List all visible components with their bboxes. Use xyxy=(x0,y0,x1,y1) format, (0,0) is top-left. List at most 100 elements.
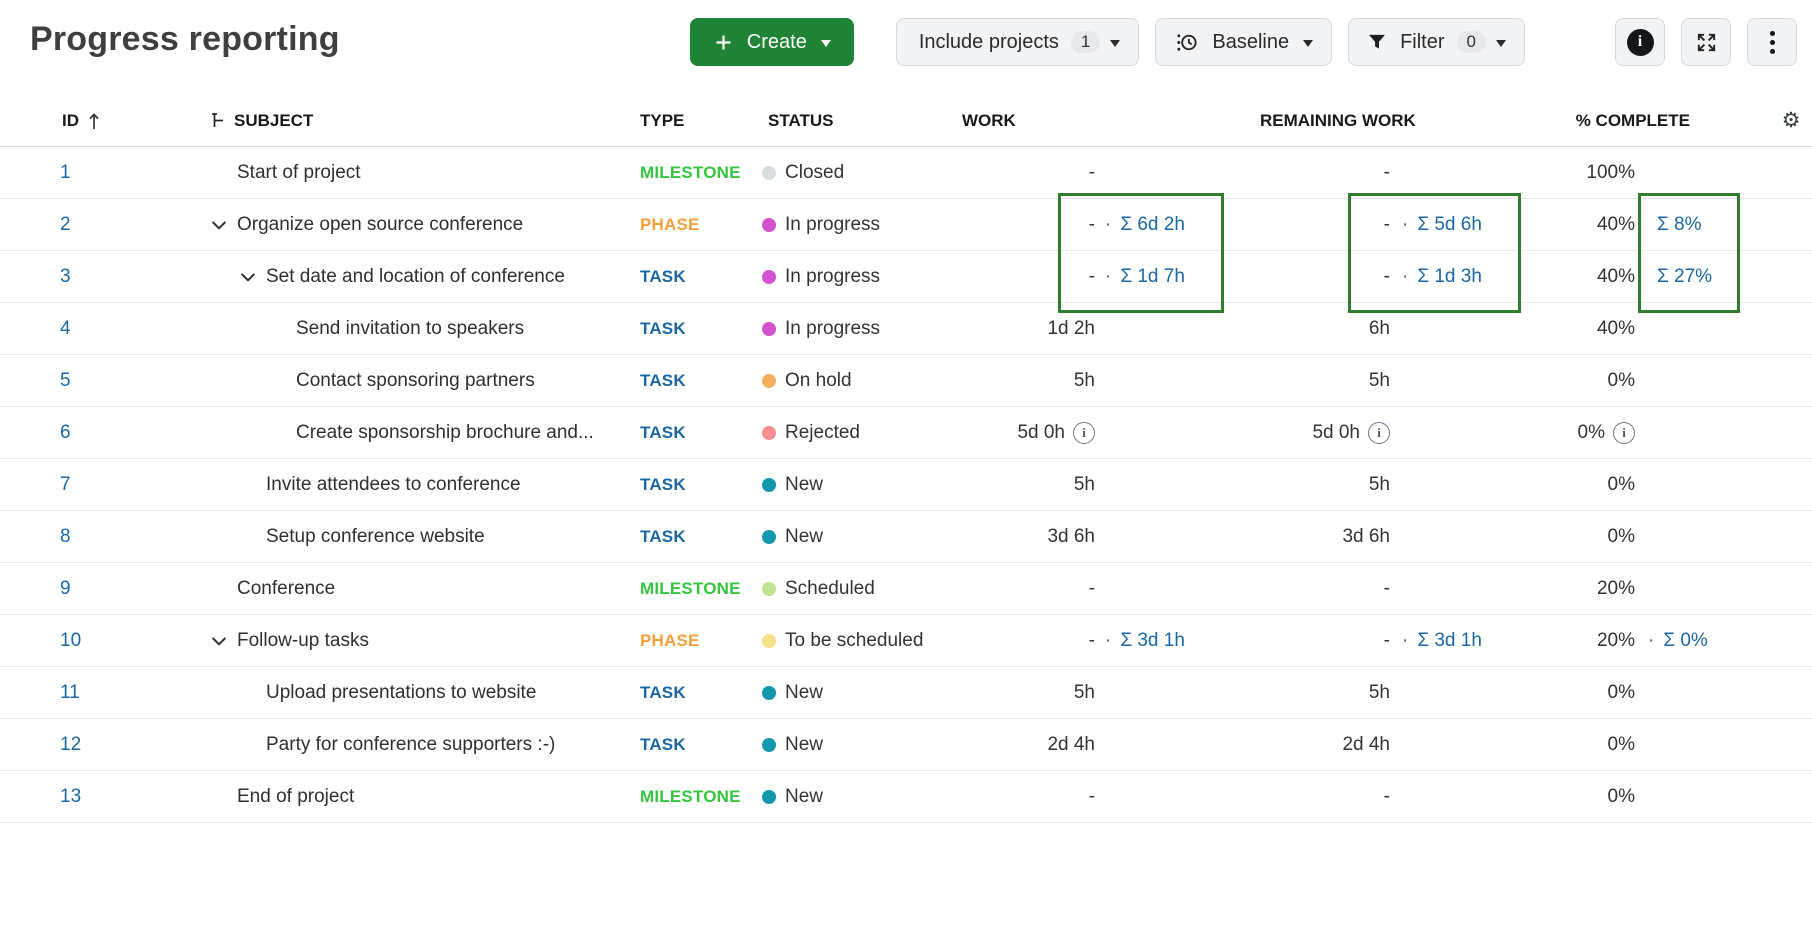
status-text: To be scheduled xyxy=(785,629,924,651)
collapse-chevron-icon[interactable] xyxy=(209,215,229,235)
status-dot-icon xyxy=(762,737,776,752)
filter-button[interactable]: Filter 0 xyxy=(1348,18,1525,66)
work-package-id-link[interactable]: 7 xyxy=(60,473,71,495)
include-projects-label: Include projects xyxy=(918,30,1059,53)
cell-gear-spacer xyxy=(1770,199,1812,250)
info-icon[interactable]: i xyxy=(1368,421,1390,444)
percent-complete-sum-link[interactable]: Σ 8% xyxy=(1657,213,1702,235)
column-header-subject[interactable]: SUBJECT xyxy=(130,111,630,131)
status-text: In progress xyxy=(785,213,881,235)
subject-text: Create sponsorship brochure and... xyxy=(296,421,594,443)
work-sum-link[interactable]: Σ 3d 1h xyxy=(1120,629,1185,651)
cell-remaining-work: 6h xyxy=(1368,317,1390,339)
status-text: In progress xyxy=(785,317,881,339)
work-package-id-link[interactable]: 4 xyxy=(60,317,71,339)
chevron-down-icon xyxy=(1110,39,1121,52)
include-projects-button[interactable]: Include projects 1 xyxy=(895,18,1140,66)
baseline-button[interactable]: Baseline xyxy=(1155,18,1333,66)
work-package-id-link[interactable]: 3 xyxy=(60,265,71,287)
type-label: PHASE xyxy=(640,630,700,650)
type-label: TASK xyxy=(640,370,686,390)
plus-icon xyxy=(713,32,734,53)
work-package-id-link[interactable]: 12 xyxy=(60,733,82,755)
work-package-id-link[interactable]: 10 xyxy=(60,629,82,651)
filter-label: Filter xyxy=(1400,30,1445,53)
remaining-work-sum-link[interactable]: Σ 1d 3h xyxy=(1417,265,1482,287)
cell-work: 5h xyxy=(1073,681,1095,703)
status-text: New xyxy=(785,785,824,807)
info-icon[interactable]: i xyxy=(1073,421,1095,444)
include-projects-count-badge: 1 xyxy=(1070,31,1101,53)
cell-id: 9 xyxy=(30,563,130,614)
table-settings-button[interactable]: ⚙ xyxy=(1770,108,1812,133)
cell-gear-spacer xyxy=(1770,407,1812,458)
work-sum-link[interactable]: Σ 1d 7h xyxy=(1120,265,1185,287)
subject-text: Start of project xyxy=(237,161,361,183)
status-dot-icon xyxy=(762,321,776,336)
column-header-type[interactable]: TYPE xyxy=(640,110,685,130)
cell-gear-spacer xyxy=(1770,511,1812,562)
cell-percent-complete: 0% i xyxy=(1520,407,1770,458)
work-sum-link[interactable]: Σ 6d 2h xyxy=(1120,213,1185,235)
table-row: 4 Send invitation to speakers TASK In pr… xyxy=(0,303,1812,355)
cell-remaining-work: - xyxy=(1383,161,1390,183)
work-package-id-link[interactable]: 2 xyxy=(60,213,71,235)
column-header-percent-complete[interactable]: % COMPLETE xyxy=(1575,110,1690,130)
remaining-work-sum-link[interactable]: Σ 5d 6h xyxy=(1417,213,1482,235)
work-package-id-link[interactable]: 8 xyxy=(60,525,71,547)
work-package-id-link[interactable]: 9 xyxy=(60,577,71,599)
status-dot-icon xyxy=(762,685,776,700)
fullscreen-button[interactable] xyxy=(1681,18,1731,66)
status-text: New xyxy=(785,681,824,703)
cell-work: - xyxy=(1088,577,1095,599)
cell-work: 2d 4h xyxy=(1047,733,1095,755)
table-header-row: ID SUBJECT TYPE STATUS WORK REMAINING WO… xyxy=(0,95,1812,147)
column-header-status[interactable]: STATUS xyxy=(768,110,834,130)
subject-text: Conference xyxy=(237,577,336,599)
subject-text: Follow-up tasks xyxy=(237,629,369,651)
status-dot-icon xyxy=(762,165,776,180)
cell-status: New xyxy=(750,511,940,562)
type-label: TASK xyxy=(640,474,686,494)
cell-work: 5d 0h i xyxy=(940,407,1210,458)
collapse-chevron-icon[interactable] xyxy=(238,267,258,287)
work-package-id-link[interactable]: 5 xyxy=(60,369,71,391)
info-icon[interactable]: i xyxy=(1613,421,1635,444)
work-package-id-link[interactable]: 1 xyxy=(60,161,71,183)
column-header-work[interactable]: WORK xyxy=(962,110,1016,130)
percent-complete-sum-link[interactable]: Σ 0% xyxy=(1663,629,1708,651)
info-button[interactable]: i xyxy=(1615,18,1665,66)
cell-subject: Setup conference website xyxy=(130,511,630,562)
cell-id: 5 xyxy=(30,355,130,406)
cell-remaining-work: 5h xyxy=(1368,369,1390,391)
type-label: PHASE xyxy=(640,214,700,234)
collapse-chevron-icon[interactable] xyxy=(209,631,229,651)
cell-status: On hold xyxy=(750,355,940,406)
subject-text: Send invitation to speakers xyxy=(296,317,525,339)
percent-complete-sum-link[interactable]: Σ 27% xyxy=(1657,265,1713,287)
cell-gear-spacer xyxy=(1770,303,1812,354)
type-label: TASK xyxy=(640,734,686,754)
cell-gear-spacer xyxy=(1770,667,1812,718)
subject-text: End of project xyxy=(237,785,355,807)
status-dot-icon xyxy=(762,633,776,648)
info-icon: i xyxy=(1626,28,1654,56)
cell-id: 6 xyxy=(30,407,130,458)
cell-status: Closed xyxy=(750,147,940,198)
cell-id: 13 xyxy=(30,771,130,822)
work-package-id-link[interactable]: 13 xyxy=(60,785,82,807)
column-header-remaining-work[interactable]: REMAINING WORK xyxy=(1260,110,1416,130)
work-package-id-link[interactable]: 11 xyxy=(60,681,80,703)
cell-status: In progress xyxy=(750,251,940,302)
remaining-work-sum-link[interactable]: Σ 3d 1h xyxy=(1417,629,1482,651)
sort-ascending-icon xyxy=(88,111,100,131)
status-text: Closed xyxy=(785,161,845,183)
more-button[interactable] xyxy=(1747,18,1797,66)
create-button[interactable]: Create xyxy=(689,18,854,66)
toolbar: Create Include projects 1 Baseline xyxy=(689,18,1797,66)
column-header-id[interactable]: ID xyxy=(30,111,130,131)
status-text: In progress xyxy=(785,265,881,287)
work-package-id-link[interactable]: 6 xyxy=(60,421,71,443)
cell-id: 10 xyxy=(30,615,130,666)
cell-percent-complete: 40% Σ 27% xyxy=(1596,265,1713,287)
